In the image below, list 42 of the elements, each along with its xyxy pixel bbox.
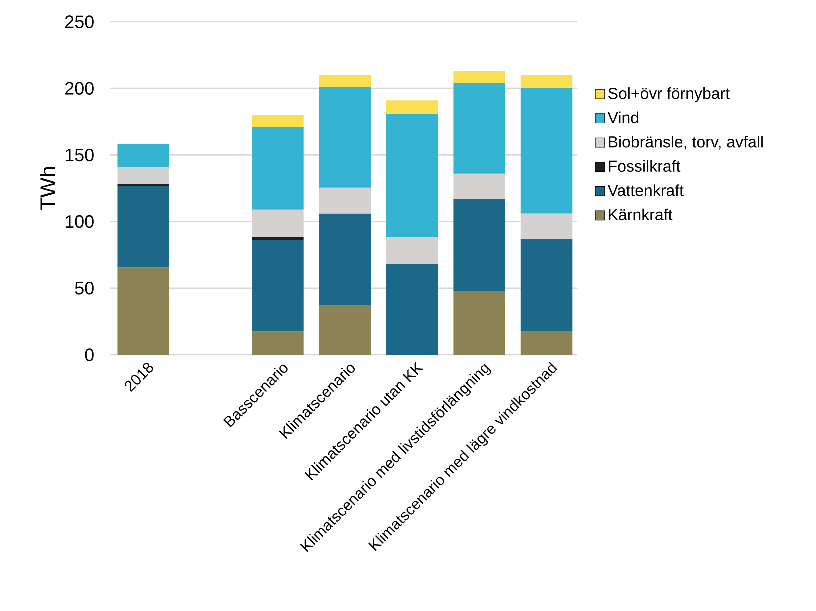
bar: [118, 186, 170, 268]
bar: [454, 199, 506, 292]
bar: [252, 332, 304, 355]
bar: [386, 264, 438, 355]
bar: [520, 75, 573, 88]
bar: [118, 268, 170, 355]
bar: [252, 210, 304, 238]
y-tick-label: 150: [66, 148, 94, 162]
y-tick-label: 250: [65, 16, 94, 28]
legend-label: Vind: [608, 112, 639, 124]
bar: [252, 237, 304, 240]
bar: [520, 331, 573, 355]
bar: [319, 305, 372, 355]
bar: [252, 240, 304, 332]
legend-label: Fossilkraft: [609, 160, 681, 172]
y-axis-title: TWh: [40, 167, 56, 211]
legend-label: Kärnkraft: [609, 208, 673, 221]
y-tick-label: 200: [65, 82, 94, 95]
bar: [118, 144, 170, 168]
bar: [520, 88, 573, 214]
y-tick-label: 100: [66, 215, 94, 228]
y-tick-label: 50: [75, 282, 94, 295]
bar: [319, 87, 372, 188]
bar: [520, 239, 573, 332]
legend-label: Biobränsle, torv, avfall: [609, 136, 763, 150]
y-tick-label: 0: [85, 348, 94, 362]
bar: [319, 188, 372, 214]
bar: [386, 114, 438, 238]
bar: [252, 127, 304, 210]
bar: [319, 214, 372, 306]
bar: [454, 174, 506, 200]
legend-label: Sol+övr förnybart: [608, 88, 730, 102]
bar: [520, 214, 573, 240]
bar: [386, 100, 438, 114]
bar: [454, 71, 506, 84]
bar: [454, 83, 506, 174]
bar: [118, 167, 170, 185]
bar: [386, 237, 438, 264]
bar: [252, 115, 304, 128]
legend-label: Vattenkraft: [608, 184, 684, 196]
bar: [454, 291, 506, 355]
bar: [319, 75, 372, 88]
